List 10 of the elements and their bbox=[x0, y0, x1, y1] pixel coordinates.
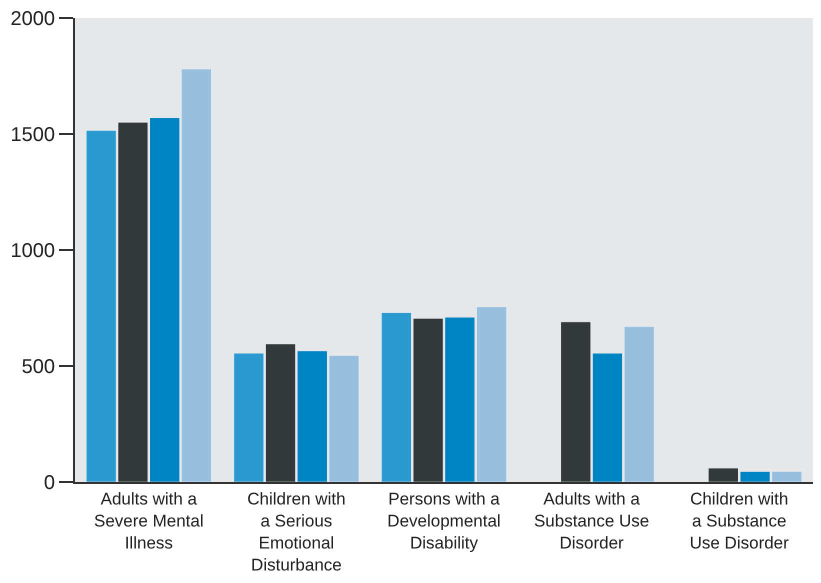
x-tick-label: Children with a Serious Emotional Disturbance bbox=[247, 489, 346, 575]
x-tick-label: Adults with a Substance Use Disorder bbox=[534, 489, 650, 553]
y-tick-label: 500 bbox=[22, 356, 55, 378]
x-tick-label: Adults with a Severe Mental Illness bbox=[94, 489, 204, 553]
y-tick-label: 0 bbox=[44, 472, 55, 494]
y-tick-label: 2000 bbox=[10, 8, 55, 30]
y-tick-label: 1500 bbox=[10, 124, 55, 146]
y-tick-label: 1000 bbox=[10, 240, 55, 262]
x-tick-label: Children with a Substance Use Disorder bbox=[690, 489, 790, 553]
x-tick-label: Persons with a Developmental Disability bbox=[387, 489, 501, 553]
